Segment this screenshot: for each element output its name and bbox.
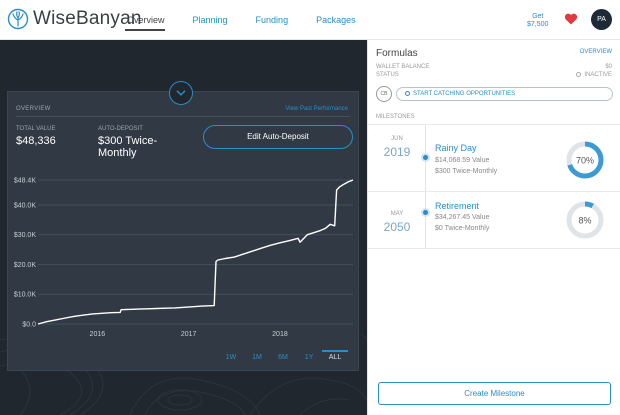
banyan-logo-icon [7,8,29,30]
milestone-percent: 70% [576,156,594,166]
wallet-balance-label: WALLET BALANCE [376,64,430,70]
create-milestone-button[interactable]: Create Milestone [378,382,611,405]
milestone-value: $14,068.59 Value [435,157,490,164]
milestone-progress-ring: 8% [566,201,604,239]
status-dot-icon [576,72,582,77]
milestone-percent: 8% [578,216,591,226]
y-tick-label: $0.0 [22,322,36,329]
portfolio-value-chart: $0.0 $10.0K $20.0K $30.0K $40.0K $48.4K 2016 20… [14,178,354,338]
x-tick-label: 2016 [90,331,106,338]
milestones-divider [368,124,620,125]
milestones-label: MILESTONES [376,114,415,120]
overview-card: OVERVIEW View Past Performance TOTAL VAL… [7,91,359,371]
edit-auto-deposit-button[interactable]: Edit Auto-Deposit [203,125,353,149]
milestone-value: $34,267.45 Value [435,214,490,221]
milestone-node-icon [421,208,430,217]
nav-planning[interactable]: Planning [192,15,228,25]
y-tick-label: $10.0K [14,292,37,299]
auto-deposit-value-line1: $300 Twice- [98,135,158,147]
y-tick-label: $40.0K [14,202,37,209]
referral-get-label: Get [532,13,544,20]
heart-icon[interactable] [564,12,578,26]
milestone-deposit: $300 Twice-Monthly [435,168,498,175]
auto-deposit-label: AUTO-DEPOSIT [98,126,143,132]
milestone-year: 2019 [383,145,411,159]
card-heading: OVERVIEW [16,106,51,112]
view-past-performance-link[interactable]: View Past Performance [285,106,348,112]
formulas-title: Formulas [376,48,418,59]
y-tick-label: $48.4K [14,178,37,185]
target-icon [405,90,410,96]
formulas-panel: Formulas OVERVIEW WALLET BALANCE $0 STAT… [367,40,620,415]
milestone-timeline [425,124,426,248]
nav-funding[interactable]: Funding [255,15,289,25]
range-1w[interactable]: 1W [225,354,237,361]
nav-packages[interactable]: Packages [316,15,356,25]
logo-text: WiseBanyan [33,8,142,29]
milestone-deposit: $0 Twice-Monthly [435,225,490,232]
milestone-node-icon [421,153,430,162]
milestone-month: MAY [390,211,404,217]
nav-active-underline [125,29,165,31]
card-divider [16,116,350,117]
time-range-selector: 1W 1M 6M 1Y ALL [218,350,348,363]
portfolio-value-line [37,179,354,325]
milestone-name: Rainy Day [435,143,477,153]
status-label: STATUS [376,72,399,78]
referral-amount: $7,500 [527,21,549,28]
overview-panel: OVERVIEW View Past Performance TOTAL VAL… [0,40,367,415]
total-value-label: TOTAL VALUE [16,126,56,132]
milestone-progress-ring: 70% [566,141,604,179]
logo[interactable]: WiseBanyan [7,8,142,30]
nav-overview[interactable]: Overview [127,15,165,25]
catch-button-label: START CATCHING OPPORTUNITIES [413,91,516,97]
avatar[interactable]: PA [591,9,612,30]
milestone-retirement[interactable]: MAY 2050 Retirement $34,267.45 Value $0 … [368,192,620,258]
status-value: INACTIVE [576,72,612,78]
top-nav-bar: WiseBanyan Overview Planning Funding Pac… [0,0,620,40]
milestone-year: 2050 [383,220,411,234]
start-catching-opportunities-button[interactable]: START CATCHING OPPORTUNITIES [396,87,613,101]
milestone-month: JUN [391,136,403,142]
milestone-rainy-day[interactable]: JUN 2019 Rainy Day $14,068.59 Value $300… [368,125,620,191]
range-1m[interactable]: 1M [252,354,262,361]
main-nav: Overview Planning Funding Packages [125,0,382,40]
cb-icon: CB [376,86,392,102]
status-text: INACTIVE [584,72,612,79]
x-tick-label: 2018 [272,331,288,338]
y-tick-label: $20.0K [14,262,37,269]
auto-deposit-value-line2: Monthly [98,147,137,159]
formulas-overview-link[interactable]: OVERVIEW [579,49,612,55]
milestone-name: Retirement [435,201,480,211]
chevron-down-icon[interactable] [169,81,193,105]
total-value: $48,336 [16,135,56,147]
y-tick-label: $30.0K [14,232,37,239]
range-6m[interactable]: 6M [278,354,288,361]
range-1y[interactable]: 1Y [304,354,314,361]
x-tick-label: 2017 [181,331,197,338]
referral-link[interactable]: Get $7,500 [527,13,548,29]
milestones-divider [368,248,620,249]
wallet-balance-value: $0 [605,64,612,70]
milestones-divider [368,191,620,192]
range-all[interactable]: ALL [322,350,348,363]
